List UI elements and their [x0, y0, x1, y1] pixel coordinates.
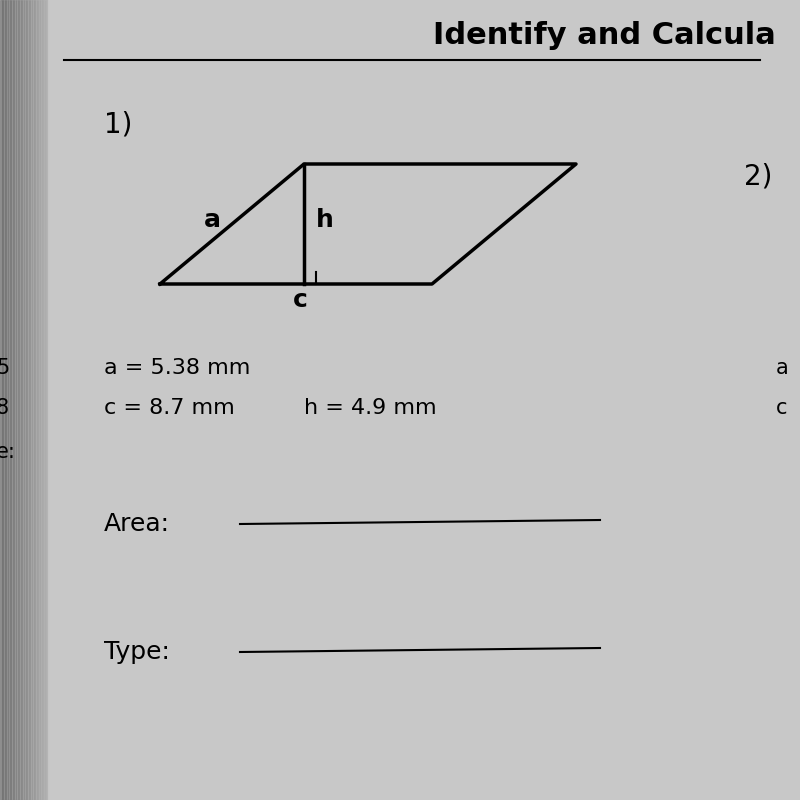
Bar: [22, 0, 24, 800]
Bar: [26, 0, 27, 800]
Bar: [38, 0, 40, 800]
Bar: [10, 0, 11, 800]
Text: a: a: [776, 358, 789, 378]
Bar: [16, 0, 18, 800]
Text: h: h: [316, 208, 334, 232]
Bar: [37, 0, 38, 800]
Bar: [29, 0, 30, 800]
Bar: [45, 0, 46, 800]
Text: c: c: [776, 398, 787, 418]
Text: Type:: Type:: [104, 640, 170, 664]
Bar: [24, 0, 26, 800]
Bar: [35, 0, 37, 800]
Bar: [14, 0, 16, 800]
Bar: [5, 0, 6, 800]
Text: 1): 1): [104, 110, 132, 138]
Bar: [42, 0, 43, 800]
Bar: [8, 0, 10, 800]
Bar: [13, 0, 14, 800]
Bar: [34, 0, 35, 800]
Bar: [40, 0, 42, 800]
Text: Identify and Calcula: Identify and Calcula: [434, 22, 776, 50]
Text: c = 8.7 mm: c = 8.7 mm: [104, 398, 234, 418]
Bar: [30, 0, 32, 800]
Bar: [27, 0, 29, 800]
Text: h = 4.9 mm: h = 4.9 mm: [304, 398, 437, 418]
Bar: [32, 0, 34, 800]
Bar: [2, 0, 3, 800]
Bar: [6, 0, 8, 800]
Text: a: a: [203, 208, 221, 232]
Bar: [18, 0, 19, 800]
Text: e:: e:: [0, 442, 16, 462]
Text: 8: 8: [0, 398, 9, 418]
Bar: [0, 0, 2, 800]
Bar: [46, 0, 48, 800]
Bar: [19, 0, 21, 800]
Text: 5: 5: [0, 358, 10, 378]
Bar: [11, 0, 13, 800]
Bar: [3, 0, 5, 800]
Bar: [21, 0, 22, 800]
Text: Area:: Area:: [104, 512, 170, 536]
Polygon shape: [0, 0, 48, 800]
Text: a = 5.38 mm: a = 5.38 mm: [104, 358, 250, 378]
Text: c: c: [293, 288, 307, 312]
Text: 2): 2): [744, 162, 772, 190]
Bar: [43, 0, 45, 800]
